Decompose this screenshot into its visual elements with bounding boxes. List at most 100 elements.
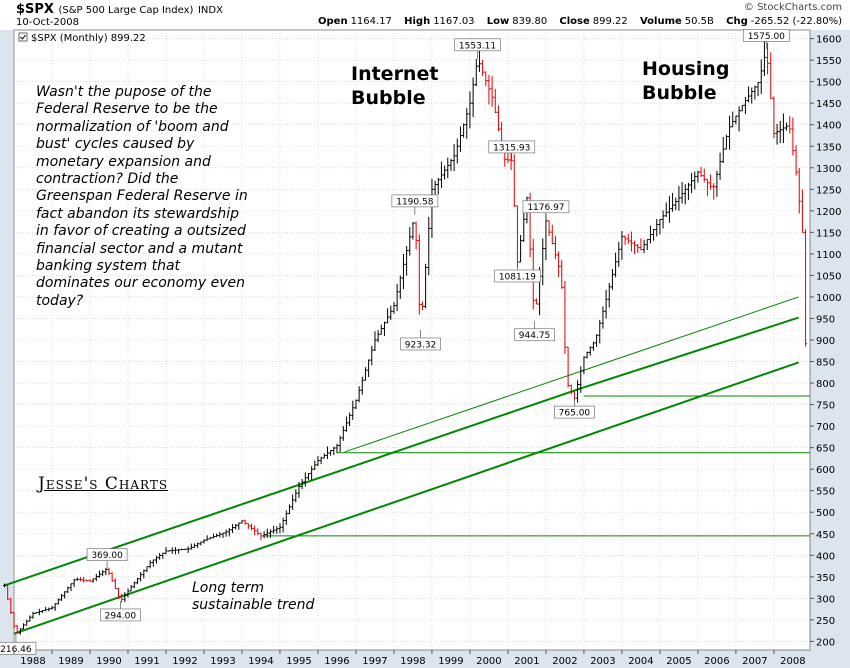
- price-bar: [734, 115, 738, 125]
- x-tick-label: 2004: [628, 656, 653, 667]
- price-bar: [208, 537, 212, 540]
- price-bar: [316, 456, 320, 466]
- legend: $SPX (Monthly) 899.22: [18, 32, 146, 44]
- price-bar: [629, 231, 633, 252]
- price-label: 1081.19: [494, 261, 541, 282]
- x-tick-label: 1996: [324, 656, 349, 667]
- price-bar: [401, 254, 405, 290]
- price-bar: [47, 607, 51, 612]
- price-bar: [357, 386, 361, 403]
- price-bar: [297, 481, 301, 498]
- x-tick-label: 1994: [248, 656, 273, 667]
- price-bar: [120, 593, 124, 603]
- price-bar: [268, 529, 272, 538]
- price-bar: [674, 197, 678, 211]
- x-tick-label: 1993: [210, 656, 235, 667]
- y-tick-label: 1550: [816, 56, 841, 67]
- trend-line-lower-channel: [13, 361, 799, 635]
- price-bar: [135, 577, 139, 585]
- price-bar: [794, 145, 798, 176]
- price-label-text: 923.32: [405, 340, 437, 350]
- price-bar: [541, 238, 545, 286]
- price-bar: [709, 174, 713, 190]
- price-bar: [313, 460, 317, 471]
- price-bar: [547, 220, 551, 236]
- price-bar: [116, 587, 120, 599]
- price-bar: [167, 550, 171, 552]
- x-tick-label: 2006: [704, 656, 729, 667]
- price-bar: [753, 85, 757, 100]
- price-bar: [341, 425, 345, 441]
- price-bars: [3, 41, 808, 635]
- price-bar: [154, 555, 158, 564]
- price-bar: [177, 548, 181, 554]
- open-value: 1164.17: [350, 16, 392, 27]
- price-label-text: 1575.00: [748, 32, 785, 42]
- price-bar: [750, 87, 754, 104]
- price-bar: [56, 598, 60, 605]
- trend-line-mid-channel: [583, 316, 799, 389]
- price-bar: [382, 321, 386, 336]
- price-bar: [781, 113, 785, 144]
- price-bar: [256, 528, 260, 536]
- x-tick-label: 1995: [286, 656, 311, 667]
- price-bar: [804, 229, 808, 347]
- price-bar: [715, 170, 719, 197]
- price-bar: [788, 116, 792, 134]
- y-tick-label: 1200: [816, 207, 841, 218]
- price-bar: [110, 572, 114, 582]
- price-bar: [522, 211, 526, 242]
- price-bar: [211, 533, 215, 539]
- y-axis: 200 250 300 350 400 450 500 550 600 650 700 750 800 8…: [810, 35, 841, 648]
- price-bar: [705, 178, 709, 197]
- trend-line-1: Long term: [192, 580, 265, 596]
- price-bar: [139, 572, 143, 582]
- y-tick-label: 1250: [816, 185, 841, 196]
- price-bar: [78, 577, 82, 582]
- price-bar: [405, 246, 409, 276]
- price-bar: [142, 569, 146, 579]
- price-bar: [686, 182, 690, 201]
- price-bar: [379, 324, 383, 335]
- price-bar: [107, 567, 111, 575]
- price-bar: [15, 624, 19, 634]
- price-bar: [791, 117, 795, 156]
- price-label-text: 1081.19: [499, 272, 536, 282]
- price-bar: [389, 305, 393, 320]
- y-tick-label: 300: [816, 594, 835, 605]
- price-bar: [655, 218, 659, 237]
- commentary-note: Wasn't the pupose of the Federal Reserve…: [36, 84, 248, 309]
- price-bar: [563, 280, 567, 354]
- price-bar: [474, 58, 478, 87]
- trend-line-thin-channel: [344, 296, 799, 453]
- price-bar: [800, 189, 804, 233]
- price-bar: [284, 510, 288, 525]
- price-bar: [465, 108, 469, 139]
- price-bar: [3, 583, 7, 588]
- price-bar: [243, 519, 247, 525]
- price-bar: [344, 416, 348, 432]
- price-label-text: 1190.58: [396, 197, 433, 207]
- price-bar: [291, 494, 295, 510]
- price-bar: [557, 251, 561, 278]
- price-bar: [161, 552, 165, 559]
- price-bar: [493, 88, 497, 114]
- price-bar: [367, 359, 371, 377]
- price-bar: [496, 105, 500, 132]
- y-tick-label: 450: [816, 530, 835, 541]
- price-bar: [579, 366, 583, 393]
- low-label: Low: [486, 16, 510, 27]
- price-bar: [183, 548, 187, 550]
- price-bar: [582, 356, 586, 375]
- price-bar: [123, 592, 127, 603]
- price-bar: [170, 547, 174, 554]
- internet-bubble-line-2: Bubble: [351, 87, 426, 109]
- price-bar: [766, 42, 770, 75]
- price-bar: [519, 235, 523, 263]
- price-bar: [414, 221, 418, 250]
- price-bar: [196, 542, 200, 548]
- price-bar: [702, 168, 706, 183]
- price-label-text: 1553.11: [459, 41, 496, 51]
- x-tick-label: 2003: [590, 656, 615, 667]
- price-bar: [737, 106, 741, 132]
